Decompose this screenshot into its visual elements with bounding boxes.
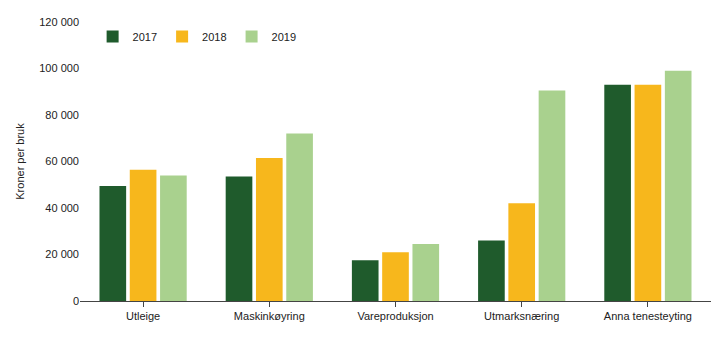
svg-text:Maskinkøyring: Maskinkøyring	[234, 310, 305, 322]
svg-text:20 000: 20 000	[45, 248, 79, 260]
svg-text:2017: 2017	[133, 31, 157, 43]
svg-text:Utmarksnæring: Utmarksnæring	[484, 310, 559, 322]
svg-text:2019: 2019	[272, 31, 296, 43]
svg-text:120 000: 120 000	[39, 16, 79, 28]
svg-text:2018: 2018	[202, 31, 226, 43]
svg-text:80 000: 80 000	[45, 109, 79, 121]
svg-text:0: 0	[73, 295, 79, 307]
svg-text:Utleige: Utleige	[126, 310, 160, 322]
svg-text:100 000: 100 000	[39, 62, 79, 74]
svg-text:Kroner per bruk: Kroner per bruk	[14, 123, 26, 200]
svg-text:Vareproduksjon: Vareproduksjon	[357, 310, 433, 322]
svg-text:Anna tenesteyting: Anna tenesteyting	[604, 310, 692, 322]
svg-text:60 000: 60 000	[45, 155, 79, 167]
svg-text:40 000: 40 000	[45, 202, 79, 214]
